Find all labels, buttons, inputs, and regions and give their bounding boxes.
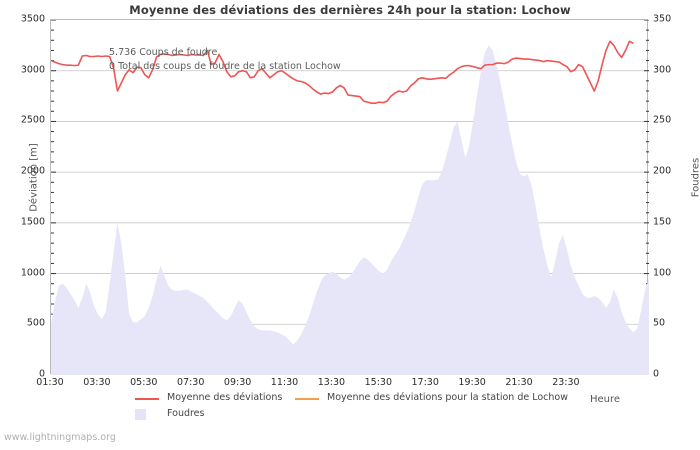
y-tick-label-left: 500 [26, 317, 45, 329]
legend-swatch-icon [135, 409, 146, 420]
y-axis-title-right: Foudres [690, 157, 700, 198]
y-tick-label-left: 1500 [20, 216, 45, 228]
x-tick-label: 01:30 [36, 377, 64, 388]
x-tick-label: 15:30 [364, 377, 393, 388]
x-tick-label: 23:30 [552, 377, 580, 388]
x-axis-title: Heure [590, 394, 621, 405]
y-axis-labels-left: 0 500 1000 1500 2000 2500 3000 3500 [0, 14, 45, 380]
legend-label: Moyenne des déviations pour la station d… [327, 392, 568, 403]
x-tick-label: 17:30 [411, 377, 439, 388]
y-tick-label-left: 1000 [20, 267, 45, 279]
legend-label: Foudres [167, 408, 205, 419]
legend-line-icon [295, 398, 319, 400]
y-tick-label-right: 0 [653, 368, 660, 380]
x-tick-label: 03:30 [83, 377, 111, 388]
y-tick-label-right: 300 [653, 64, 672, 76]
y-tick-label-left: 3500 [20, 13, 45, 25]
watermark: www.lightningmaps.org [4, 432, 116, 443]
x-axis-labels: 01:30 03:30 05:30 07:30 09:30 11:30 13:30 15:30… [36, 377, 648, 393]
legend-label: Moyenne des déviations [167, 392, 283, 403]
y-tick-label-right: 200 [653, 165, 672, 177]
y-axis-title-left: Déviation [m] [28, 143, 40, 212]
chart-title: Moyenne des déviations des dernières 24h… [129, 3, 571, 17]
x-tick-label: 05:30 [130, 377, 158, 388]
mean-deviation-line [51, 40, 634, 104]
y-axis-labels-right: 0 50 100 150 200 250 300 350 [653, 14, 697, 380]
plot-svg [51, 20, 649, 375]
chart-legend: Moyenne des déviations Moyenne des déviat… [0, 392, 700, 426]
legend-line-icon [135, 398, 159, 400]
y-tick-label-left: 2000 [20, 165, 45, 177]
y-tick-label-right: 50 [653, 317, 666, 329]
x-tick-label: 07:30 [177, 377, 205, 388]
y-tick-label-right: 350 [653, 13, 672, 25]
x-tick-label: 21:30 [505, 377, 533, 388]
x-tick-label: 19:30 [458, 377, 486, 388]
y-axis-ticks-left [51, 20, 56, 375]
y-tick-label-left: 3000 [20, 64, 45, 76]
foudres-area [51, 45, 649, 375]
x-tick-label: 13:30 [317, 377, 346, 388]
y-tick-label-left: 0 [38, 368, 45, 380]
y-tick-label-left: 2500 [20, 114, 45, 126]
x-tick-label: 11:30 [270, 377, 299, 388]
y-tick-label-right: 100 [653, 267, 672, 279]
y-tick-label-right: 250 [653, 114, 672, 126]
y-tick-label-right: 150 [653, 216, 672, 228]
plot-area: 5.736 Coups de foudre 0 Total des coups … [50, 19, 649, 375]
x-tick-label: 09:30 [223, 377, 252, 388]
